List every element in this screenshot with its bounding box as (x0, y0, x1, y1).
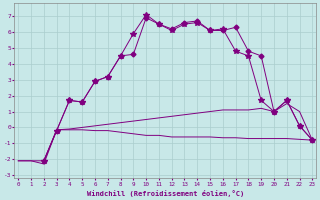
X-axis label: Windchill (Refroidissement éolien,°C): Windchill (Refroidissement éolien,°C) (87, 190, 244, 197)
